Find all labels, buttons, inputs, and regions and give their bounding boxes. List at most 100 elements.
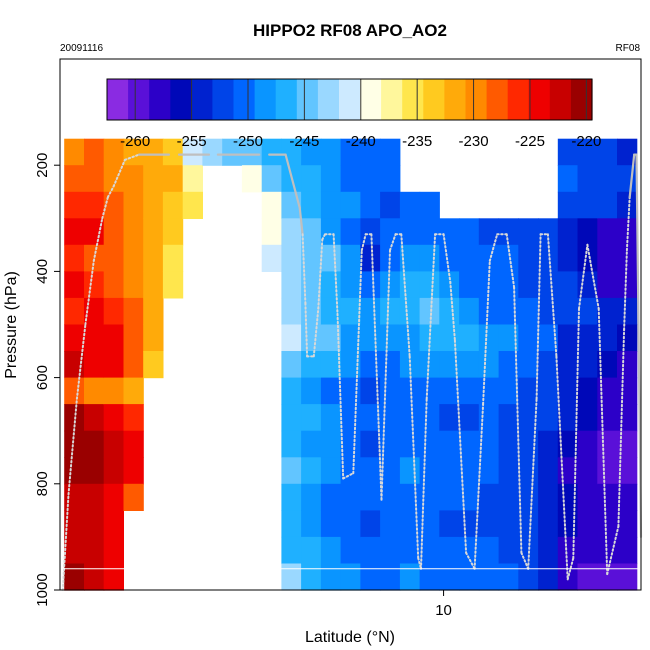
heatmap-cell (498, 377, 519, 405)
heatmap-cell (320, 404, 342, 432)
heatmap-cell (340, 297, 361, 326)
colorbar-swatch (549, 79, 572, 120)
heatmap-cell (320, 351, 342, 379)
heatmap-cell (103, 404, 124, 432)
heatmap-cell (143, 165, 164, 193)
colorbar-swatch (402, 79, 424, 120)
flight-path-segment (92, 217, 104, 262)
heatmap-cell (617, 457, 638, 485)
heatmap-cell (103, 297, 124, 326)
heatmap-cell (538, 563, 559, 591)
heatmap-cell (518, 457, 539, 485)
flight-path-segment (312, 307, 320, 358)
heatmap-cell (478, 430, 500, 458)
flight-path-segment (298, 206, 304, 236)
colorbar-swatch (296, 79, 319, 120)
colorbar-swatch (191, 79, 213, 120)
heatmap-cell (419, 404, 440, 432)
colorbar-swatch (128, 79, 150, 120)
heatmap-cell (320, 191, 342, 219)
heatmap-cell (577, 510, 598, 538)
flight-path-segment (352, 249, 363, 475)
heatmap-cell (301, 165, 322, 193)
heatmap-cell (143, 138, 164, 166)
heatmap-cell (281, 563, 302, 591)
heatmap-cell (380, 138, 401, 166)
heatmap-cell (459, 457, 480, 485)
heatmap-cell (538, 430, 559, 458)
heatmap-cell (439, 536, 460, 565)
flight-path-segment (112, 158, 126, 188)
heatmap-cell (538, 404, 559, 432)
heatmap-cell (380, 536, 401, 565)
heatmap-cell (419, 536, 440, 565)
heatmap-cell (459, 351, 480, 379)
heatmap-cell (340, 563, 361, 591)
flight-label: RF08 (616, 43, 641, 54)
heatmap-cell (617, 483, 638, 511)
heatmap-cell (577, 138, 598, 166)
heatmap-cell (360, 324, 381, 352)
heatmap-cell (380, 483, 401, 511)
heatmap-cell (123, 165, 144, 193)
heatmap-cell (380, 191, 401, 219)
heatmap-cell (360, 297, 381, 326)
flight-path-segment (555, 355, 569, 581)
heatmap-cell (557, 536, 579, 565)
heatmap-cell (84, 351, 105, 379)
heatmap-cell (577, 244, 598, 272)
heatmap-cell (281, 457, 302, 485)
heatmap-cell (597, 510, 618, 538)
heatmap-cell (597, 271, 618, 299)
chart-title: HIPPO2 RF08 APO_AO2 (253, 21, 447, 40)
heatmap-cell (123, 377, 144, 405)
heatmap-cell (64, 563, 85, 591)
heatmap-cell (518, 510, 539, 538)
heatmap-cell (320, 138, 342, 166)
heatmap-cell (577, 165, 598, 193)
heatmap-cell (577, 377, 598, 405)
heatmap-cell (478, 536, 500, 565)
heatmap-cell (478, 483, 500, 511)
heatmap-cell (340, 138, 361, 166)
heatmap-cell (597, 191, 618, 219)
heatmap-cell (577, 351, 598, 379)
heatmap-cell (123, 404, 144, 432)
colorbar-swatch (507, 79, 530, 120)
heatmap-cell (182, 138, 203, 166)
heatmap-cell (557, 297, 579, 326)
heatmap-cell (380, 297, 401, 326)
colorbar-tick-label: -260 (120, 133, 150, 150)
heatmap-cell (340, 510, 361, 538)
heatmap-cell (380, 510, 401, 538)
flight-path (61, 153, 643, 591)
heatmap-cell (84, 563, 105, 591)
heatmap-cell (518, 563, 539, 591)
colorbar-swatch (233, 79, 256, 120)
heatmap-cell (143, 191, 164, 219)
heatmap-cell (478, 297, 500, 326)
heatmap-cell (399, 324, 421, 352)
heatmap-cell (64, 457, 85, 485)
heatmap-cell (498, 536, 519, 565)
heatmap-cell (498, 457, 519, 485)
heatmap-cell (360, 191, 381, 219)
heatmap-cell (143, 324, 164, 352)
colorbar-tick-label: -250 (233, 133, 263, 150)
heatmap-cell (597, 457, 618, 485)
y-tick-label: 600 (34, 365, 51, 390)
colorbar-tick-labels: -260 -255 -250 -245 -240 -235 -230 -225 -220 (120, 133, 601, 150)
heatmap-cell (64, 324, 85, 352)
heatmap-cell (162, 138, 184, 166)
heatmap-cell (64, 536, 85, 565)
heatmap-cell (518, 377, 539, 405)
heatmap-cell (143, 218, 164, 246)
colorbar-swatch (486, 79, 509, 120)
colorbar-swatch (212, 79, 235, 120)
heatmap-cell (64, 510, 85, 538)
heatmap-cell (459, 377, 480, 405)
heatmap-cell (301, 430, 322, 458)
flight-path-segment (572, 307, 580, 560)
heatmap-cell (84, 165, 105, 193)
